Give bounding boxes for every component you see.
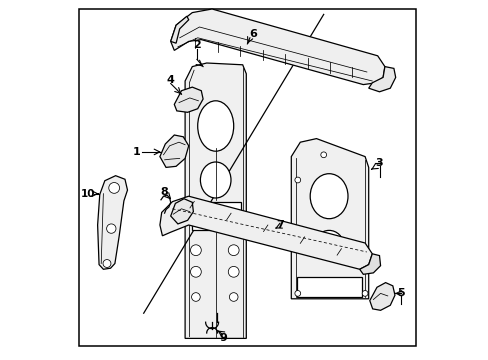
- Circle shape: [314, 230, 343, 259]
- Circle shape: [103, 260, 111, 267]
- Polygon shape: [160, 135, 188, 167]
- Circle shape: [229, 293, 238, 301]
- Circle shape: [294, 177, 300, 183]
- Polygon shape: [170, 16, 188, 43]
- Text: 4: 4: [166, 75, 174, 85]
- Polygon shape: [174, 87, 203, 112]
- Polygon shape: [359, 254, 380, 274]
- Circle shape: [106, 224, 116, 233]
- Bar: [192, 202, 241, 230]
- Text: 8: 8: [161, 187, 168, 197]
- Text: 6: 6: [249, 29, 257, 39]
- Circle shape: [228, 245, 239, 256]
- Circle shape: [191, 293, 200, 301]
- Text: 1: 1: [132, 147, 140, 157]
- Ellipse shape: [200, 162, 230, 198]
- Text: 5: 5: [396, 288, 404, 298]
- Text: 9: 9: [219, 333, 227, 343]
- Polygon shape: [368, 67, 395, 92]
- Ellipse shape: [197, 101, 233, 151]
- Text: 2: 2: [193, 40, 201, 50]
- Polygon shape: [369, 283, 394, 310]
- Polygon shape: [170, 9, 384, 85]
- Circle shape: [190, 245, 201, 256]
- Circle shape: [228, 266, 239, 277]
- Bar: [296, 277, 361, 297]
- Polygon shape: [98, 176, 127, 269]
- Text: 3: 3: [375, 158, 383, 168]
- Text: 7: 7: [276, 220, 284, 230]
- Circle shape: [362, 291, 367, 296]
- Polygon shape: [170, 199, 193, 224]
- Circle shape: [294, 291, 300, 296]
- Polygon shape: [291, 139, 368, 299]
- Polygon shape: [185, 63, 246, 338]
- Circle shape: [108, 183, 120, 193]
- Text: 10: 10: [81, 189, 95, 199]
- Circle shape: [190, 266, 201, 277]
- Circle shape: [320, 152, 326, 158]
- Polygon shape: [160, 196, 371, 269]
- Ellipse shape: [309, 174, 347, 219]
